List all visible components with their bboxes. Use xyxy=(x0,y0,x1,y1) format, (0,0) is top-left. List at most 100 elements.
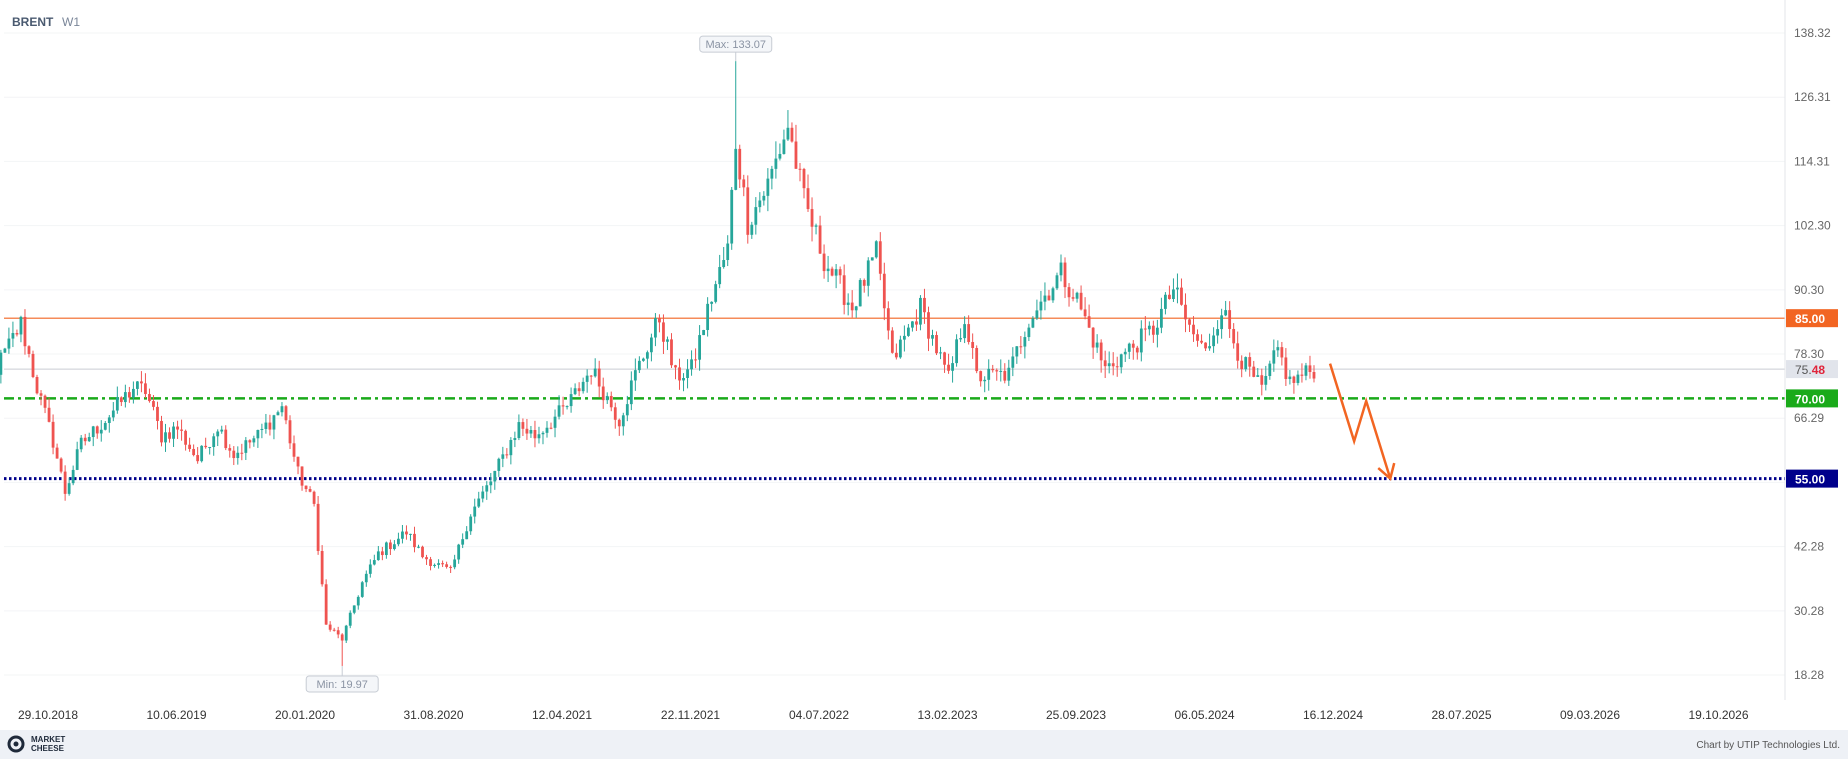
candle-body xyxy=(1284,357,1288,379)
candle-body xyxy=(473,506,477,517)
candle-body xyxy=(537,434,541,439)
candle-body xyxy=(51,421,55,448)
candle-body xyxy=(79,437,83,450)
candle-body xyxy=(445,564,449,567)
current-price-tag xyxy=(1786,360,1838,379)
candle-body xyxy=(172,426,175,439)
candle-body xyxy=(433,564,436,566)
candle-body xyxy=(1111,363,1115,367)
candle-body xyxy=(1147,325,1151,330)
level-price-labels: 85.00 70.00 55.00 75.48 xyxy=(1786,309,1838,488)
time-axis[interactable]: 29.10.2018 10.06.2019 20.01.2020 31.08.2020… xyxy=(18,708,1749,722)
candle-body xyxy=(1208,346,1211,349)
candle-body xyxy=(1095,342,1099,348)
candle-body xyxy=(1256,375,1260,377)
candle-body xyxy=(304,485,308,490)
logo-core-icon xyxy=(13,741,19,747)
candle-body xyxy=(332,629,336,631)
candle-body xyxy=(465,531,469,540)
footer-bar xyxy=(0,730,1848,759)
candle-body xyxy=(71,469,75,484)
candle-body xyxy=(850,302,854,311)
candle-body xyxy=(730,189,734,244)
candle-body xyxy=(208,446,212,448)
support-price-text: 70.00 xyxy=(1795,392,1825,406)
candle-body xyxy=(1127,343,1131,352)
candle-body xyxy=(103,422,107,430)
candle-body xyxy=(907,327,910,336)
x-tick-label: 19.10.2026 xyxy=(1688,708,1748,722)
candle-body xyxy=(43,395,47,408)
candle-body xyxy=(136,381,139,389)
forecast-arrow-head xyxy=(1377,462,1396,481)
candle-body xyxy=(123,392,127,403)
candle-body xyxy=(1015,346,1019,357)
candle-body xyxy=(485,485,489,492)
candle-body xyxy=(372,560,376,565)
target-price-text: 55.00 xyxy=(1795,473,1825,487)
candle-body xyxy=(1228,310,1232,329)
candle-body xyxy=(919,297,922,325)
candle-body xyxy=(734,148,738,190)
candle-body xyxy=(19,316,23,335)
candle-body xyxy=(521,422,525,429)
candle-body xyxy=(605,395,609,401)
chart-credit: Chart by UTIP Technologies Ltd. xyxy=(1696,740,1840,751)
candle-body xyxy=(951,363,954,371)
candle-body xyxy=(1139,328,1143,353)
candle-body xyxy=(1308,365,1312,373)
candle-body xyxy=(870,257,874,261)
candle-body xyxy=(268,422,272,430)
candle-body xyxy=(1264,375,1268,385)
candle-body xyxy=(517,422,521,439)
candle-body xyxy=(1248,357,1252,367)
candle-body xyxy=(633,370,637,381)
candle-body xyxy=(1059,262,1063,276)
candle-body xyxy=(569,394,573,407)
candle-body xyxy=(409,533,412,535)
candle-body xyxy=(1252,366,1256,377)
candle-body xyxy=(923,297,926,313)
candle-body xyxy=(1188,319,1191,325)
candle-body xyxy=(593,368,597,377)
candle-body xyxy=(469,516,473,532)
candle-body xyxy=(148,394,151,402)
candle-body xyxy=(1292,376,1296,383)
candle-body xyxy=(1155,327,1159,335)
candle-body xyxy=(232,450,236,459)
candle-body xyxy=(830,268,834,276)
candle-body xyxy=(95,426,99,434)
candle-body xyxy=(678,367,681,381)
candle-body xyxy=(1067,287,1071,298)
candle-body xyxy=(1288,376,1292,379)
candle-body xyxy=(770,168,774,179)
candle-body xyxy=(549,427,553,429)
x-tick-label: 09.03.2026 xyxy=(1560,708,1620,722)
candle-body xyxy=(308,489,312,492)
candle-body xyxy=(441,563,444,565)
candle-body xyxy=(573,388,577,395)
x-tick-label: 06.05.2024 xyxy=(1174,708,1234,722)
candle-body xyxy=(320,550,324,585)
forecast-arrow-path xyxy=(1328,363,1392,479)
x-tick-label: 28.07.2025 xyxy=(1431,708,1491,722)
candle-body xyxy=(1304,365,1308,376)
candle-body xyxy=(621,415,625,427)
candle-body xyxy=(666,339,669,342)
candle-body xyxy=(525,428,529,434)
time-axis-band xyxy=(0,700,1848,730)
candle-body xyxy=(352,605,356,613)
x-tick-label: 25.09.2023 xyxy=(1046,708,1106,722)
candle-body xyxy=(292,443,296,457)
candle-body xyxy=(794,141,798,169)
candle-body xyxy=(59,458,63,472)
candle-body xyxy=(272,415,276,430)
resistance-price-text: 85.00 xyxy=(1795,312,1825,326)
max-marker-box xyxy=(699,35,773,53)
candle-body xyxy=(670,339,673,366)
x-tick-label: 12.04.2021 xyxy=(532,708,592,722)
candle-body xyxy=(935,335,938,354)
candle-body xyxy=(931,335,934,339)
candle-body xyxy=(866,260,870,286)
